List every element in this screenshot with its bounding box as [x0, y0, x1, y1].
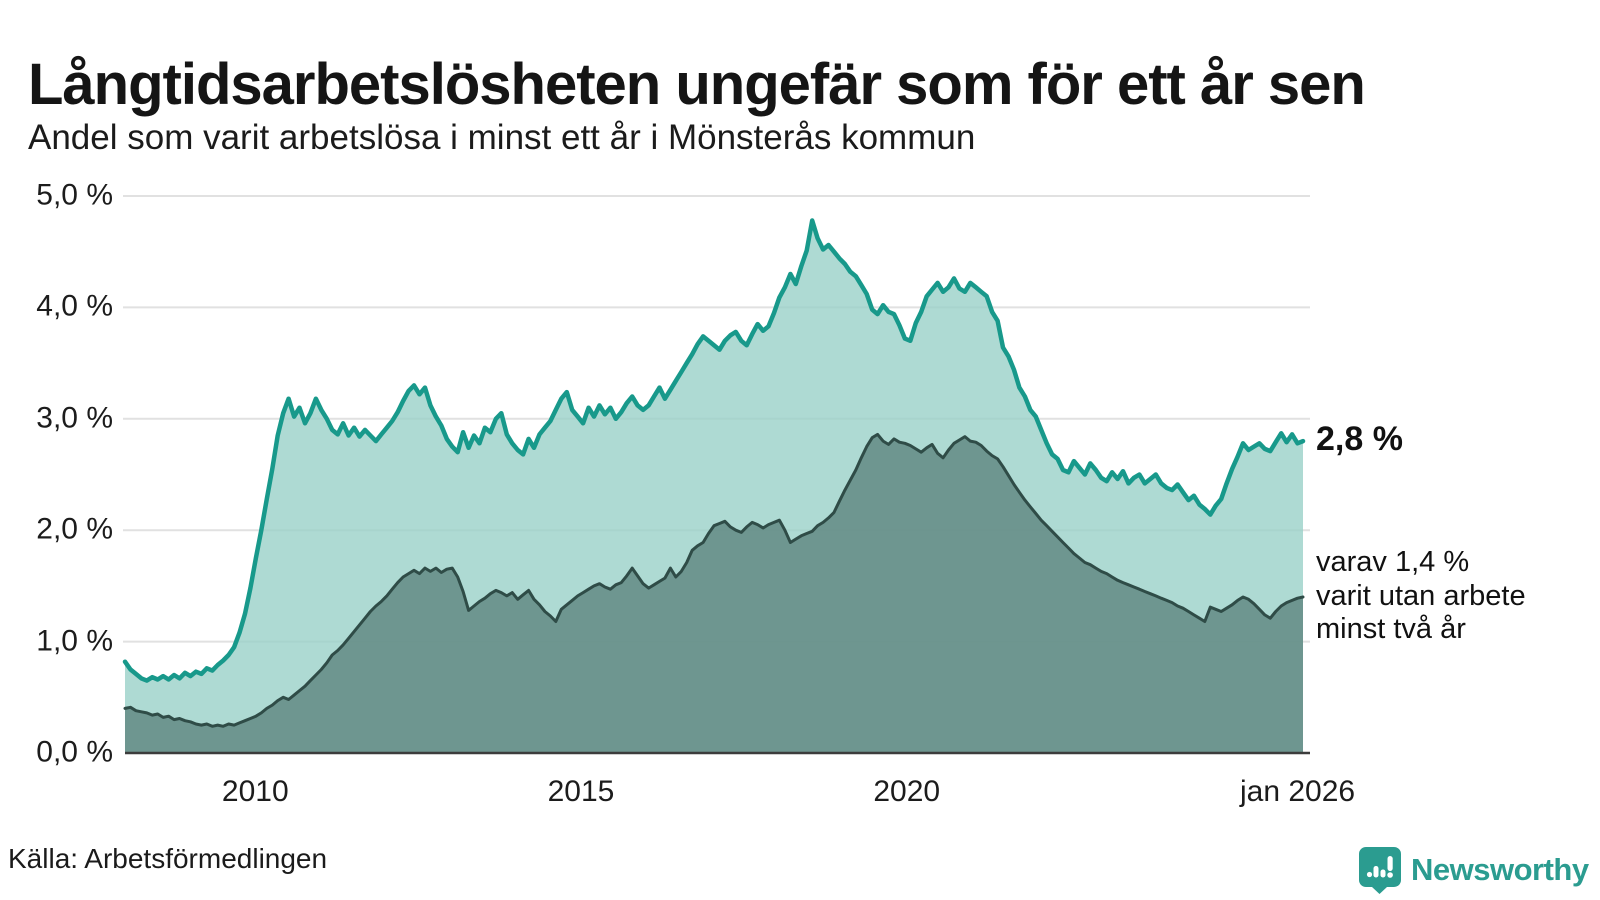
x-tick-label: jan 2026 — [1240, 775, 1356, 808]
y-tick-label: 4,0 % — [36, 289, 113, 323]
page-title: Långtidsarbetslösheten ungefär som för e… — [28, 51, 1366, 117]
series-line — [123, 432, 1305, 728]
newsworthy-logo: Newsworthy — [1358, 846, 1589, 894]
series-line — [122, 218, 1306, 683]
newsworthy-wordmark: Newsworthy — [1411, 852, 1589, 887]
y-tick-label: 2,0 % — [36, 512, 113, 546]
x-tick-label: 2010 — [221, 775, 289, 808]
two-year-annotation: varav 1,4 % varit utan arbete minst två … — [1316, 546, 1526, 646]
series-area — [125, 434, 1303, 753]
y-axis-labels: 5,0 % 4,0 % 3,0 % 2,0 % 1,0 % 0,0 % — [0, 0, 113, 900]
chart-subtitle: Andel som varit arbetslösa i minst ett å… — [28, 118, 976, 157]
newsworthy-icon — [1359, 847, 1401, 894]
total-end-value-label: 2,8 % — [1316, 420, 1403, 458]
x-tick-label: 2020 — [873, 775, 941, 808]
y-tick-label: 1,0 % — [36, 623, 113, 657]
y-tick-label: 3,0 % — [36, 401, 113, 435]
y-tick-label: 0,0 % — [36, 735, 113, 769]
y-tick-label: 5,0 % — [36, 178, 113, 212]
x-tick-label: 2015 — [547, 775, 615, 808]
source-label: Källa: Arbetsförmedlingen — [8, 843, 328, 874]
